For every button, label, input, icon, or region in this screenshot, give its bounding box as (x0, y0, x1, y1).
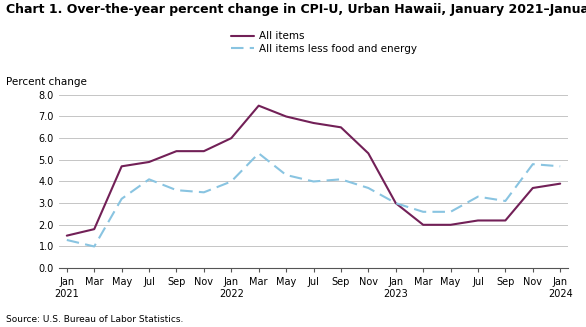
All items less food and energy (91, 245, 98, 249)
All items less food and energy (365, 186, 372, 190)
All items less food and energy (282, 173, 289, 177)
All items (447, 223, 454, 227)
All items less food and energy (338, 177, 345, 181)
All items (557, 182, 564, 186)
Text: Chart 1. Over-the-year percent change in CPI-U, Urban Hawaii, January 2021–Janua: Chart 1. Over-the-year percent change in… (6, 3, 586, 16)
All items less food and energy (447, 210, 454, 214)
All items (475, 218, 482, 222)
Line: All items: All items (67, 106, 560, 236)
All items (365, 151, 372, 155)
Line: All items less food and energy: All items less food and energy (67, 153, 560, 247)
All items (392, 201, 399, 205)
All items less food and energy (392, 201, 399, 205)
All items less food and energy (475, 195, 482, 198)
All items less food and energy (228, 180, 235, 183)
All items (502, 218, 509, 222)
Text: Source: U.S. Bureau of Labor Statistics.: Source: U.S. Bureau of Labor Statistics. (6, 315, 183, 324)
All items (63, 234, 70, 238)
All items (118, 164, 125, 168)
All items (145, 160, 152, 164)
Text: Percent change: Percent change (6, 77, 87, 87)
All items (529, 186, 536, 190)
All items less food and energy (200, 190, 207, 194)
All items (420, 223, 427, 227)
All items less food and energy (145, 177, 152, 181)
All items (338, 125, 345, 129)
All items less food and energy (502, 199, 509, 203)
All items less food and energy (63, 238, 70, 242)
All items less food and energy (310, 180, 317, 183)
All items less food and energy (118, 197, 125, 201)
All items less food and energy (557, 164, 564, 168)
All items less food and energy (529, 162, 536, 166)
All items (173, 149, 180, 153)
All items less food and energy (173, 188, 180, 192)
Legend: All items, All items less food and energy: All items, All items less food and energ… (226, 27, 421, 58)
All items (310, 121, 317, 125)
All items (228, 136, 235, 140)
All items (200, 149, 207, 153)
All items (282, 114, 289, 118)
All items (91, 227, 98, 231)
All items less food and energy (255, 151, 262, 155)
All items less food and energy (420, 210, 427, 214)
All items (255, 104, 262, 108)
